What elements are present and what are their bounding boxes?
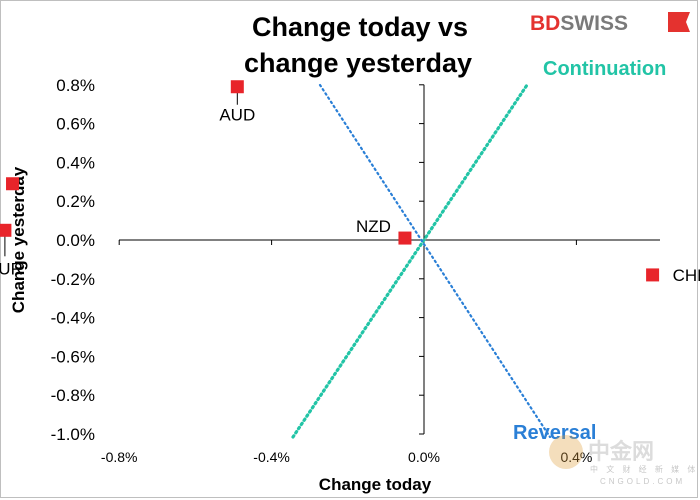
y-tick-label: -0.4%	[51, 309, 95, 328]
y-axis-title: Change yesterday	[9, 166, 28, 313]
chart-title-line2: change yesterday	[244, 48, 472, 78]
data-point-aud	[230, 80, 244, 94]
watermark-text: 中金网	[588, 439, 654, 464]
reversal-label: Reversal	[513, 422, 596, 444]
brand-name-part1: BD	[530, 12, 560, 35]
data-label-chf: CHF	[673, 266, 700, 285]
brand-logo: BDSWISS	[530, 12, 690, 35]
data-label-nzd: NZD	[356, 217, 391, 236]
data-point-nzd	[398, 231, 412, 245]
data-point-chf	[646, 268, 660, 282]
chart-title-line1: Change today vs	[252, 12, 468, 42]
y-tick-label: 0.4%	[56, 153, 95, 172]
continuation-label: Continuation	[543, 58, 666, 80]
x-axis-title: Change today	[319, 475, 432, 494]
data-point-cad	[6, 177, 20, 191]
tick-labels: 0.8% 0.6% 0.4% 0.2% 0.0% -0.2% -0.4% -0.6% -0.8%…	[51, 76, 593, 465]
axes	[118, 84, 660, 435]
continuation-line	[291, 83, 529, 439]
y-tick-label: 0.0%	[56, 231, 95, 250]
y-tick-label: -1.0%	[51, 425, 95, 444]
reversal-line	[318, 83, 552, 439]
y-tick-label: -0.2%	[51, 270, 95, 289]
data-points: AUDCADGBPEURNZDCHFUSDJPY	[0, 80, 700, 285]
watermark-logo-icon	[549, 435, 583, 469]
brand-name-part2: SWISS	[560, 12, 628, 35]
svg-text:BDSWISS: BDSWISS	[530, 12, 628, 35]
watermark-subtext: 中 文 财 经 新 媒 体	[590, 464, 698, 474]
watermark-url: CNGOLD.COM	[600, 477, 685, 486]
data-label-eur: EUR	[0, 259, 23, 278]
x-tick-label: -0.8%	[101, 449, 138, 465]
y-tick-label: -0.8%	[51, 386, 95, 405]
data-point-eur	[0, 223, 12, 237]
x-tick-label: 0.0%	[408, 449, 440, 465]
data-label-aud: AUD	[219, 106, 255, 125]
y-tick-label: 0.6%	[56, 115, 95, 134]
y-tick-label: 0.2%	[56, 192, 95, 211]
brand-flag-icon	[668, 12, 690, 32]
watermark: 中金网 中 文 财 经 新 媒 体 CNGOLD.COM	[549, 435, 698, 486]
y-tick-label: -0.6%	[51, 347, 95, 366]
x-tick-label: -0.4%	[253, 449, 290, 465]
y-tick-label: 0.8%	[56, 76, 95, 95]
reference-lines	[291, 83, 552, 439]
x-tick-label: 0.4%	[560, 449, 592, 465]
